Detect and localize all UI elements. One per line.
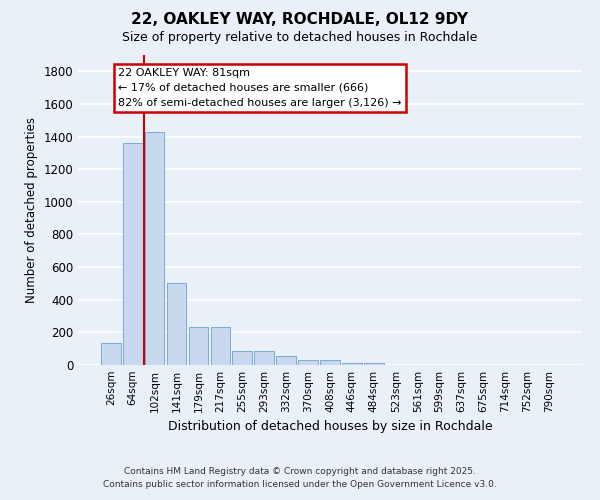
X-axis label: Distribution of detached houses by size in Rochdale: Distribution of detached houses by size …: [167, 420, 493, 434]
Bar: [145, 132, 164, 365]
Bar: [211, 328, 230, 365]
Text: 22, OAKLEY WAY, ROCHDALE, OL12 9DY: 22, OAKLEY WAY, ROCHDALE, OL12 9DY: [131, 12, 469, 28]
Bar: [298, 360, 318, 365]
Bar: [188, 328, 208, 365]
Bar: [232, 350, 252, 365]
Bar: [364, 362, 384, 365]
Text: 22 OAKLEY WAY: 81sqm
← 17% of detached houses are smaller (666)
82% of semi-deta: 22 OAKLEY WAY: 81sqm ← 17% of detached h…: [118, 68, 402, 108]
Text: Contains HM Land Registry data © Crown copyright and database right 2025.
Contai: Contains HM Land Registry data © Crown c…: [103, 468, 497, 489]
Text: Size of property relative to detached houses in Rochdale: Size of property relative to detached ho…: [122, 31, 478, 44]
Bar: [320, 360, 340, 365]
Bar: [123, 143, 143, 365]
Bar: [254, 350, 274, 365]
Y-axis label: Number of detached properties: Number of detached properties: [25, 117, 38, 303]
Bar: [167, 284, 187, 365]
Bar: [342, 364, 362, 365]
Bar: [276, 356, 296, 365]
Bar: [101, 343, 121, 365]
